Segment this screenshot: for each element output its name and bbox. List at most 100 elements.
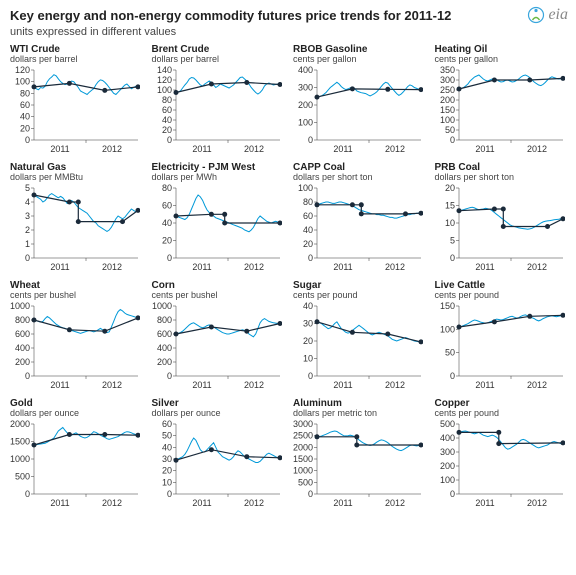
- svg-text:350: 350: [439, 66, 454, 75]
- svg-text:20: 20: [303, 239, 313, 249]
- svg-text:0: 0: [166, 135, 171, 145]
- sparkline-chart: 05001000150020002500300020112012: [293, 420, 423, 510]
- svg-text:80: 80: [303, 197, 313, 207]
- svg-text:80: 80: [161, 184, 171, 193]
- svg-text:2011: 2011: [50, 380, 69, 390]
- svg-text:0: 0: [25, 135, 30, 145]
- trend-marker: [173, 213, 178, 218]
- trend-marker: [419, 339, 424, 344]
- trend-marker: [385, 87, 390, 92]
- sparkline-chart: 010020030040020112012: [293, 66, 423, 156]
- svg-text:0: 0: [25, 489, 30, 499]
- panel-unit: cents per bushel: [152, 291, 286, 301]
- panel-capp: CAPP Coaldollars per short ton0204060801…: [293, 162, 427, 274]
- svg-text:150: 150: [439, 302, 454, 311]
- svg-text:600: 600: [156, 329, 171, 339]
- trend-marker: [315, 94, 320, 99]
- trend-marker: [208, 81, 213, 86]
- axes: 02040608020112012: [161, 184, 279, 272]
- svg-text:200: 200: [15, 357, 30, 367]
- svg-text:2011: 2011: [192, 144, 211, 154]
- trend-marker: [527, 313, 532, 318]
- trend-marker: [500, 224, 505, 229]
- svg-text:10: 10: [303, 353, 313, 363]
- trend-marker: [496, 429, 501, 434]
- trend-marker: [244, 80, 249, 85]
- trend-marker: [32, 84, 37, 89]
- axes: 0200400600800100020112012: [10, 302, 138, 390]
- trend-marker: [491, 77, 496, 82]
- svg-text:1000: 1000: [293, 465, 313, 475]
- trend-marker: [419, 87, 424, 92]
- price-series: [176, 77, 280, 94]
- panel-brent: Brent Crudedollars per barrel02040608010…: [152, 44, 286, 156]
- trend-marker: [102, 328, 107, 333]
- page-subtitle: units expressed in different values: [10, 26, 568, 38]
- trend-marker: [136, 315, 141, 320]
- sparkline-chart: 0200400600800100020112012: [10, 302, 140, 392]
- svg-text:150: 150: [439, 105, 454, 115]
- trend-marker: [456, 429, 461, 434]
- svg-text:200: 200: [439, 95, 454, 105]
- trend-line: [459, 209, 563, 227]
- svg-text:40: 40: [303, 225, 313, 235]
- trend-marker: [208, 212, 213, 217]
- svg-text:2012: 2012: [243, 380, 263, 390]
- axes: 010203040506020112012: [161, 420, 279, 508]
- panel-unit: dollars per short ton: [293, 173, 427, 183]
- svg-text:0: 0: [308, 253, 313, 263]
- trend-marker: [456, 86, 461, 91]
- price-series: [317, 321, 421, 341]
- trend-marker: [354, 442, 359, 447]
- sparkline-chart: 02040608010020112012: [293, 184, 423, 274]
- svg-text:5: 5: [449, 235, 454, 245]
- trend-marker: [560, 440, 565, 445]
- svg-text:10: 10: [444, 218, 454, 228]
- svg-text:2012: 2012: [385, 144, 405, 154]
- trend-line: [34, 434, 138, 445]
- svg-text:0: 0: [449, 489, 454, 499]
- panel-unit: cents per pound: [435, 291, 569, 301]
- svg-text:2: 2: [25, 225, 30, 235]
- trend-marker: [419, 210, 424, 215]
- svg-text:2011: 2011: [475, 144, 494, 154]
- svg-text:500: 500: [439, 420, 454, 429]
- price-series: [34, 309, 138, 333]
- sparkline-chart: 0510152020112012: [435, 184, 565, 274]
- svg-text:2012: 2012: [526, 144, 546, 154]
- svg-text:1000: 1000: [152, 302, 172, 311]
- trend-marker: [32, 442, 37, 447]
- trend-marker: [222, 212, 227, 217]
- trend-line: [34, 318, 138, 331]
- svg-text:2000: 2000: [293, 442, 313, 452]
- svg-text:50: 50: [444, 125, 454, 135]
- trend-marker: [136, 84, 141, 89]
- svg-text:60: 60: [20, 100, 30, 110]
- trend-marker: [315, 434, 320, 439]
- trend-line: [176, 323, 280, 334]
- trend-marker: [419, 442, 424, 447]
- panel-unit: cents per bushel: [10, 291, 144, 301]
- svg-text:300: 300: [298, 82, 313, 92]
- panel-unit: dollars per barrel: [152, 55, 286, 65]
- svg-text:300: 300: [439, 447, 454, 457]
- panel-cattle: Live Cattlecents per pound05010015020112…: [435, 280, 569, 392]
- trend-marker: [173, 90, 178, 95]
- svg-text:400: 400: [156, 343, 171, 353]
- panel-natgas: Natural Gasdollars per MMBtu012345201120…: [10, 162, 144, 274]
- svg-text:20: 20: [20, 123, 30, 133]
- trend-marker: [76, 219, 81, 224]
- svg-text:250: 250: [439, 85, 454, 95]
- trend-marker: [67, 199, 72, 204]
- axes: 05010015020112012: [439, 302, 562, 390]
- svg-text:4: 4: [25, 197, 30, 207]
- panel-alum: Aluminumdollars per metric ton0500100015…: [293, 398, 427, 510]
- trend-marker: [244, 328, 249, 333]
- sparkline-chart: 010020030040050020112012: [435, 420, 565, 510]
- sparkline-chart: 0200400600800100020112012: [152, 302, 282, 392]
- panel-elec: Electricity - PJM Westdollars per MWh020…: [152, 162, 286, 274]
- svg-text:2011: 2011: [475, 380, 494, 390]
- panel-sugar: Sugarcents per pound01020304020112012: [293, 280, 427, 392]
- svg-text:500: 500: [15, 471, 30, 481]
- svg-text:100: 100: [156, 85, 171, 95]
